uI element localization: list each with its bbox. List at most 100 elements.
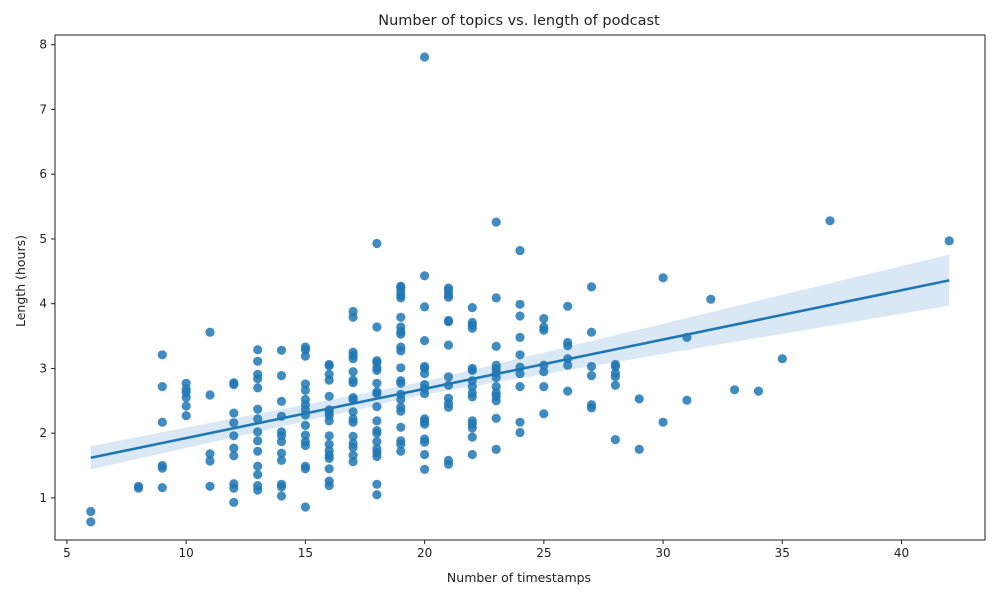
x-tick-label: 10 — [179, 546, 194, 560]
data-point — [348, 367, 358, 377]
data-point — [300, 420, 310, 430]
data-point — [276, 479, 287, 489]
data-point — [348, 457, 358, 467]
data-point — [515, 332, 525, 342]
y-tick-label: 7 — [39, 102, 47, 116]
data-point — [420, 414, 430, 424]
data-point — [586, 361, 597, 372]
data-point — [420, 52, 430, 62]
data-point — [276, 396, 287, 406]
data-point — [467, 449, 477, 460]
data-point — [467, 317, 477, 328]
data-point — [682, 395, 692, 405]
data-point — [396, 436, 406, 446]
chart-title: Number of topics vs. length of podcast — [378, 13, 660, 29]
plot-area — [86, 52, 954, 527]
data-point — [253, 404, 263, 414]
data-point — [443, 315, 454, 326]
data-point — [443, 340, 454, 350]
data-point — [396, 446, 406, 456]
data-point — [253, 356, 263, 366]
data-point — [205, 449, 215, 459]
data-point — [420, 302, 430, 312]
data-point — [348, 407, 358, 417]
data-point — [491, 341, 501, 351]
data-point — [324, 431, 334, 441]
data-point — [372, 387, 382, 397]
data-point — [515, 369, 525, 379]
data-point — [491, 217, 501, 227]
data-point — [300, 351, 310, 361]
data-point — [563, 301, 573, 311]
axes: 5 10 15 20 25 30 35 40 1 2 3 4 5 6 7 8 — [39, 34, 986, 560]
data-point — [420, 336, 430, 346]
data-point — [491, 413, 501, 423]
data-point — [396, 281, 406, 291]
data-point — [348, 393, 358, 403]
data-point — [706, 294, 716, 304]
x-tick-label: 35 — [775, 546, 790, 560]
data-point — [276, 427, 287, 437]
data-point — [610, 380, 621, 390]
data-point — [157, 382, 167, 392]
data-point — [229, 479, 239, 489]
x-tick-label: 25 — [536, 546, 551, 560]
data-point — [586, 282, 597, 292]
data-point — [467, 416, 477, 426]
data-point — [276, 345, 287, 355]
data-point — [348, 450, 358, 460]
data-point — [443, 455, 454, 465]
data-point — [86, 517, 96, 527]
data-point — [515, 417, 525, 427]
data-point — [205, 456, 215, 466]
data-point — [324, 391, 334, 401]
data-point — [253, 345, 263, 355]
data-point — [348, 306, 358, 317]
data-point — [753, 386, 764, 396]
data-point — [253, 414, 263, 424]
data-point — [253, 481, 263, 491]
data-point — [491, 382, 501, 392]
data-point — [420, 464, 430, 474]
y-axis-label: Length (hours) — [13, 235, 28, 327]
data-point — [777, 354, 787, 364]
data-point — [229, 431, 239, 441]
data-point — [396, 322, 406, 332]
data-point — [300, 437, 310, 447]
data-point — [324, 369, 334, 379]
data-point — [396, 342, 406, 352]
data-point — [324, 476, 334, 486]
data-point — [324, 446, 334, 456]
y-tick-label: 4 — [39, 297, 47, 311]
x-tick-label: 15 — [298, 546, 313, 560]
data-point — [539, 314, 549, 324]
data-point — [229, 443, 239, 453]
data-point — [348, 347, 358, 357]
data-point — [253, 461, 263, 471]
data-point — [181, 411, 191, 421]
data-point — [420, 449, 430, 460]
data-point — [276, 448, 287, 458]
data-point — [300, 461, 310, 471]
x-axis-label: Number of timestamps — [447, 570, 591, 585]
data-point — [467, 388, 477, 398]
data-point — [181, 378, 191, 388]
data-point — [634, 394, 644, 404]
data-point — [730, 385, 740, 395]
data-point — [253, 383, 263, 393]
data-point — [253, 427, 263, 437]
data-point — [563, 337, 573, 348]
x-tick-label: 5 — [63, 546, 71, 560]
data-point — [515, 350, 525, 360]
data-point — [396, 312, 406, 322]
confidence-band — [90, 254, 950, 470]
data-point — [396, 402, 406, 412]
y-tick-label: 6 — [39, 167, 47, 181]
data-point — [324, 359, 334, 370]
data-point — [300, 379, 310, 389]
data-point — [443, 283, 454, 293]
data-point — [229, 408, 239, 418]
y-tick-label: 5 — [39, 232, 47, 246]
data-point — [586, 327, 597, 337]
data-point — [229, 378, 239, 388]
